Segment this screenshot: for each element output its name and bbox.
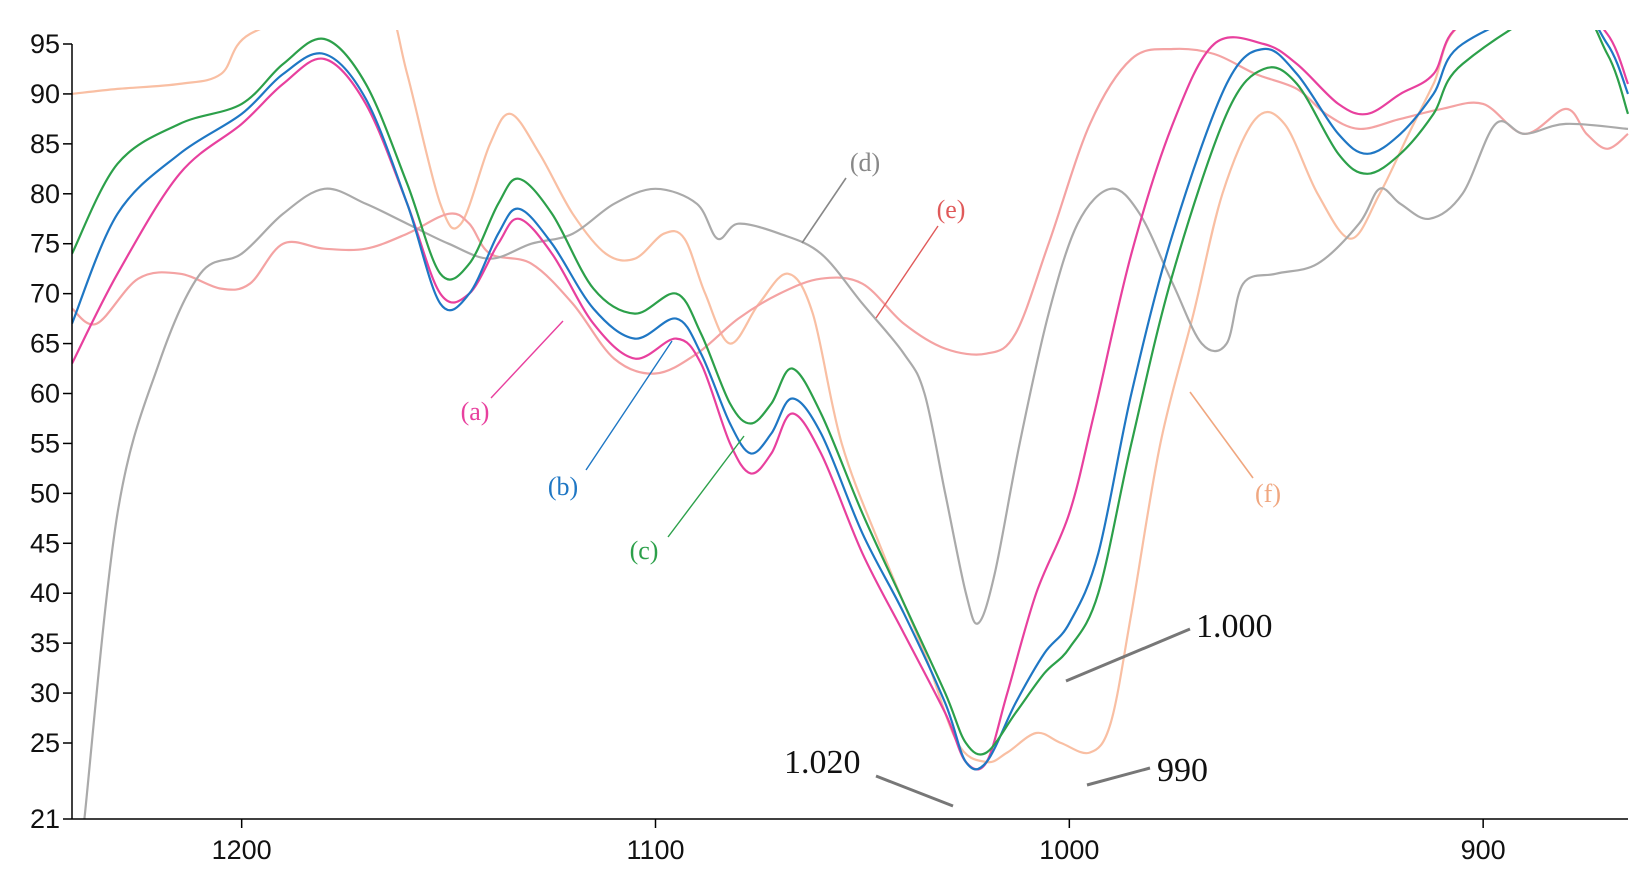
leader-1000: [1065, 627, 1191, 683]
series-layer: [72, 30, 1630, 820]
annotation-label-f: (f): [1255, 479, 1281, 508]
y-tick-label: 80: [30, 179, 60, 209]
annotation-value-1000: 1.000: [1196, 608, 1273, 645]
leader-lines: [490, 177, 1254, 808]
y-tick-label: 65: [30, 329, 60, 359]
x-tick-label: 1000: [1039, 835, 1099, 865]
annotation-value-990: 990: [1157, 752, 1208, 789]
annotation-label-c: (c): [630, 536, 659, 565]
y-tick-label: 35: [30, 628, 60, 658]
leader-f: [1189, 391, 1254, 479]
leader-e: [875, 225, 939, 319]
annotation-label-e: (e): [937, 195, 966, 224]
annotation-label-b: (b): [548, 472, 578, 501]
leader-c: [667, 435, 745, 538]
leader-d: [801, 177, 847, 244]
x-axis-ticks: 1200 1100 1000 900: [212, 819, 1506, 865]
series-line-f: [72, 30, 1457, 764]
series-line-a: [72, 30, 1630, 771]
annotation-value-1020: 1.020: [784, 744, 861, 781]
x-tick-label: 1100: [626, 835, 684, 865]
y-tick-label: 25: [30, 728, 60, 758]
leader-a: [490, 320, 564, 399]
series-line-b: [72, 30, 1630, 771]
leader-b: [585, 340, 673, 471]
x-tick-label: 900: [1461, 835, 1506, 865]
y-tick-label: 40: [30, 578, 60, 608]
series-line-d: [83, 120, 1629, 820]
y-tick-label: 70: [30, 279, 60, 309]
leader-1020: [875, 774, 954, 808]
y-axis-ticks: 95 90 85 80 75 70 65 60 55 50 45 40 35 30 25 21: [30, 29, 72, 834]
y-tick-label: 95: [30, 29, 60, 59]
y-tick-label: 45: [30, 528, 60, 558]
y-tick-label: 75: [30, 229, 60, 259]
y-tick-label: 85: [30, 129, 60, 159]
series-line-e: [72, 47, 1629, 375]
annotation-label-d: (d): [850, 148, 880, 177]
leader-990: [1086, 766, 1151, 787]
y-tick-label: 90: [30, 79, 60, 109]
y-tick-label: 55: [30, 428, 60, 458]
y-tick-label: 30: [30, 678, 60, 708]
y-tick-label: 50: [30, 478, 60, 508]
y-tick-label: 60: [30, 379, 60, 409]
series-line-c: [72, 30, 1630, 756]
x-tick-label: 1200: [212, 835, 272, 865]
annotation-label-a: (a): [461, 397, 490, 426]
y-tick-label: 21: [30, 804, 60, 834]
